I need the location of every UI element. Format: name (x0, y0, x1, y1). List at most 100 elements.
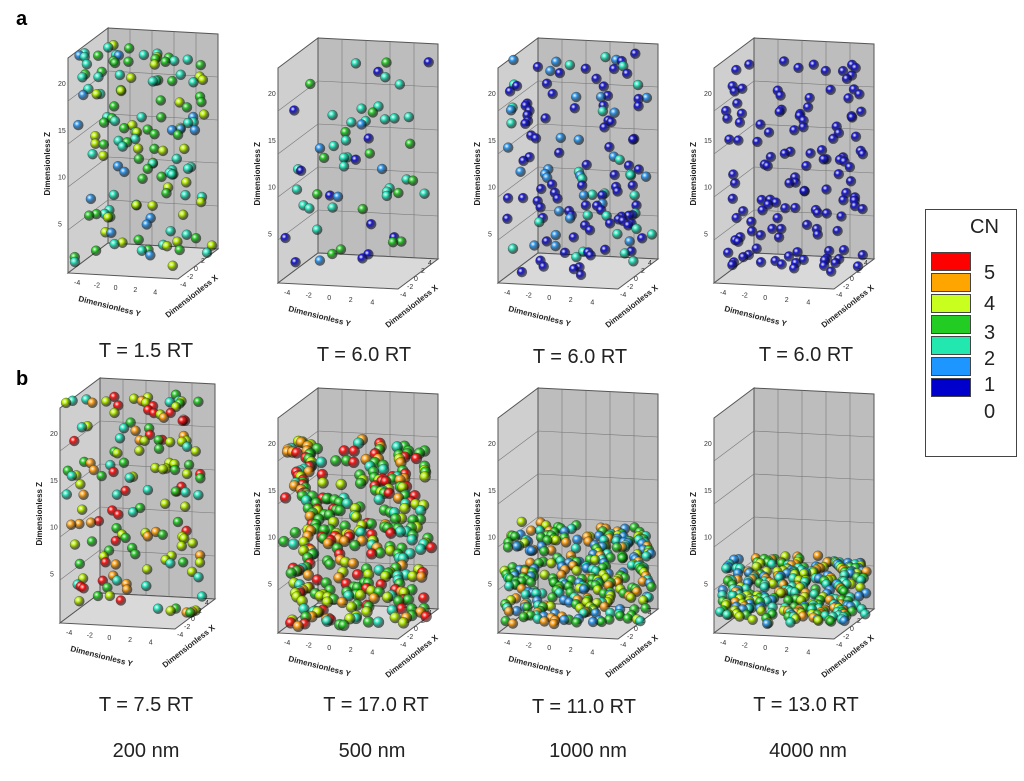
particle-sphere (125, 417, 136, 428)
particle-sphere (303, 465, 315, 478)
particle-sphere (350, 154, 361, 165)
particle-sphere (110, 535, 121, 547)
x-tick-label: 4 (205, 600, 209, 607)
particle-sphere (584, 225, 596, 236)
particle-sphere (373, 66, 384, 78)
x-tick-label: -2 (843, 284, 849, 291)
z-tick-label: 20 (488, 91, 496, 98)
legend-label-2: 2 (984, 348, 996, 370)
x-tick-label: -4 (180, 282, 186, 289)
x-tick-label: -2 (627, 284, 633, 291)
y-tick-label: 4 (590, 300, 594, 307)
particle-sphere (632, 79, 644, 91)
particle-sphere (628, 256, 639, 267)
x-tick-label: 0 (634, 276, 638, 283)
z-axis-label: Dimensionless Z (35, 482, 44, 546)
particle-sphere (117, 141, 128, 152)
particle-sphere (850, 131, 862, 142)
particle-sphere (541, 236, 552, 247)
y-tick-label: 0 (547, 295, 551, 302)
z-tick-label: 5 (704, 581, 708, 588)
particle-sphere (119, 123, 130, 134)
caption-a1: T = 1.5 RT (98, 340, 194, 362)
particle-sphere (518, 155, 529, 167)
y-tick-label: 2 (133, 287, 137, 294)
particle-sphere (511, 80, 523, 92)
particle-sphere (600, 244, 611, 255)
particle-sphere (109, 238, 120, 250)
particle-sphere (738, 206, 749, 217)
particle-sphere (157, 529, 168, 540)
particle-sphere (123, 56, 134, 67)
particle-sphere (66, 519, 77, 530)
x-tick-label: -4 (620, 642, 626, 649)
y-tick-label: 2 (349, 297, 353, 304)
particle-sphere (585, 250, 596, 261)
x-tick-label: 4 (648, 260, 652, 267)
particle-sphere (819, 260, 830, 271)
particle-sphere (516, 266, 528, 278)
particle-sphere (847, 112, 858, 123)
particle-sphere (626, 592, 637, 603)
particle-sphere (420, 610, 432, 623)
particle-sphere (776, 259, 787, 270)
particle-sphere (108, 466, 119, 478)
particle-sphere (112, 448, 123, 459)
particle-sphere (290, 257, 301, 268)
z-tick-label: 20 (58, 81, 66, 88)
particle-sphere (614, 154, 625, 165)
particle-sphere (302, 569, 315, 581)
particle-sphere (812, 550, 824, 561)
particle-sphere (321, 615, 333, 627)
particle-sphere (502, 542, 514, 553)
particle-sphere (327, 109, 338, 121)
particle-sphere (598, 81, 609, 92)
y-axis-label: Dimensionless Y (78, 294, 143, 318)
particle-sphere (550, 240, 561, 252)
particle-sphere (611, 542, 623, 553)
particle-sphere (552, 193, 563, 204)
z-tick-label: 20 (50, 431, 58, 438)
particle-sphere (60, 397, 72, 409)
particle-sphere (183, 117, 194, 129)
particle-sphere (502, 193, 514, 204)
particle-sphere (147, 76, 159, 87)
caption-b4: T = 13.0 RT (753, 694, 859, 716)
particle-sphere (416, 571, 428, 583)
particle-sphere (172, 516, 184, 528)
particle-sphere (98, 150, 109, 161)
particle-sphere (724, 134, 735, 145)
particle-sphere (733, 236, 744, 247)
y-tick-label: 4 (806, 300, 810, 307)
y-tick-label: 4 (590, 650, 594, 657)
y-axis-label: Dimensionless Y (508, 654, 573, 678)
particle-sphere (595, 91, 607, 103)
particle-sphere (160, 56, 171, 67)
z-tick-label: 10 (58, 175, 66, 182)
z-tick-label: 10 (704, 185, 712, 192)
particle-sphere (193, 396, 204, 407)
particle-sphere (631, 223, 642, 235)
particle-sphere (169, 55, 180, 67)
particle-sphere (66, 470, 78, 482)
plot-a2: 5 10 15 20 Dimensionless Z Dimensionless Y Dim… (253, 28, 456, 330)
particle-sphere (181, 229, 192, 240)
particle-sphere (808, 59, 819, 70)
particle-sphere (580, 200, 592, 211)
particle-sphere (746, 216, 757, 227)
particle-sphere (142, 163, 153, 175)
x-tick-label: -4 (177, 632, 183, 639)
particle-sphere (292, 620, 304, 632)
particle-sphere (581, 159, 592, 171)
particle-sphere (278, 535, 290, 548)
particle-sphere (534, 216, 545, 228)
particle-sphere (106, 227, 117, 238)
particle-sphere (722, 609, 733, 621)
particle-sphere (152, 603, 164, 614)
legend-swatch-0 (931, 357, 971, 376)
particle-sphere (93, 71, 104, 83)
particle-sphere (161, 188, 172, 199)
particle-sphere (778, 56, 790, 67)
particle-sphere (77, 504, 88, 515)
y-tick-label: -4 (504, 290, 510, 297)
